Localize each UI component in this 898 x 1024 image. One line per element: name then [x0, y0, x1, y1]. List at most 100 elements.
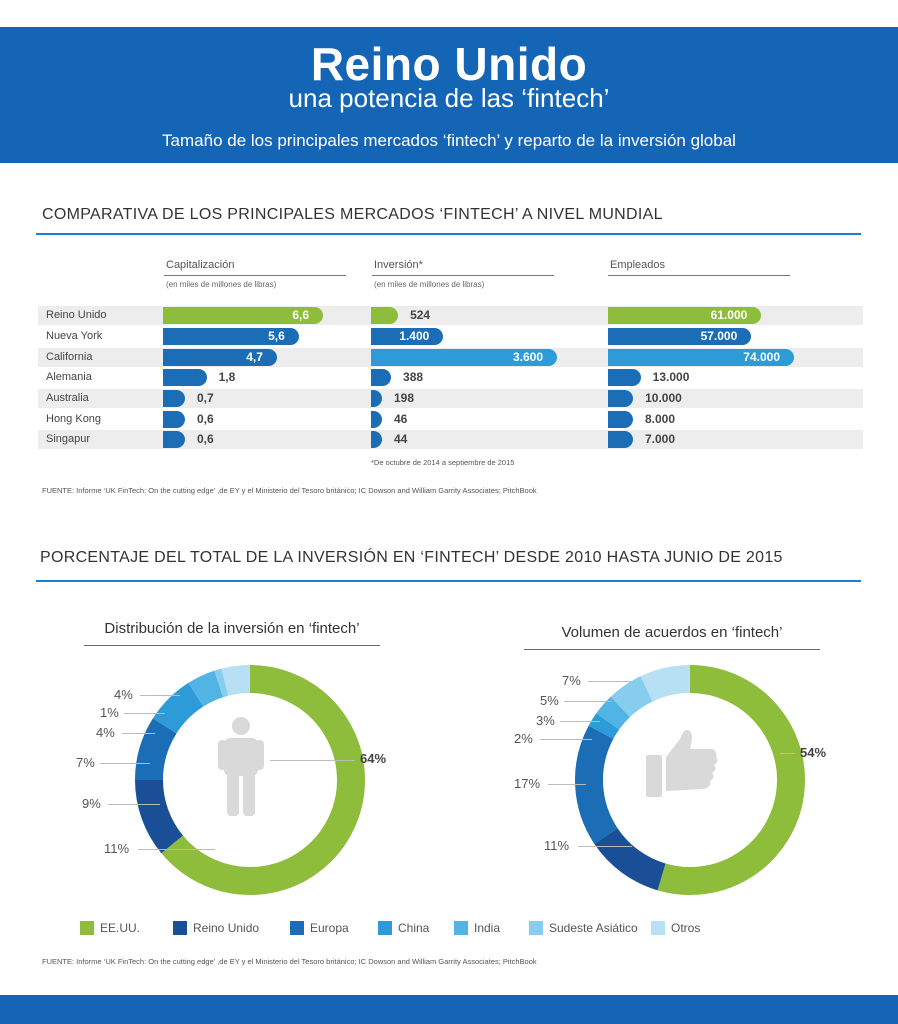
- leader-line: [122, 733, 155, 734]
- bar: [608, 369, 641, 386]
- leader-line: [780, 753, 795, 754]
- bar: [371, 349, 557, 366]
- bar: [371, 431, 382, 448]
- row-label: Australia: [46, 392, 89, 404]
- donut-percent-label: 17%: [514, 776, 541, 791]
- source-note-1: FUENTE: Informe ‘UK FinTech: On the cutt…: [42, 486, 537, 495]
- cap-note: (en miles de millones de libras): [166, 280, 277, 289]
- donut-slice-ee-uu-: [657, 665, 805, 895]
- bar: [163, 349, 277, 366]
- donut-chart-deals: [575, 665, 805, 895]
- donut-slice-europa: [135, 718, 177, 781]
- leader-line: [588, 681, 632, 682]
- donut-percent-label: 11%: [104, 841, 130, 856]
- bar: [608, 411, 633, 428]
- bar-value-label: 0,6: [197, 432, 214, 446]
- footer-banner: [0, 995, 898, 1024]
- leader-line: [138, 849, 215, 850]
- legend-label: Sudeste Asiático: [549, 921, 638, 935]
- inv-header: Inversión*: [374, 259, 423, 271]
- bar-value-label: 1,8: [218, 370, 236, 384]
- donut-percent-label: 3%: [536, 713, 555, 728]
- bar: [608, 349, 794, 366]
- donut-slice-reino-unido: [135, 779, 184, 854]
- legend-swatch: [173, 921, 187, 935]
- person-icon: [218, 717, 264, 816]
- bar-value-label: 8.000: [645, 412, 676, 426]
- bar-value-label: 10.000: [645, 391, 682, 405]
- bar: [163, 390, 185, 407]
- donut-percent-label: 54%: [800, 745, 827, 760]
- bar-value-label: 0,7: [197, 391, 214, 405]
- bar: [608, 390, 634, 407]
- bar-value-label: 6,6: [292, 308, 309, 322]
- donut2-title: Volumen de acuerdos en ‘fintech’: [561, 624, 783, 641]
- bar-value-label: 46: [394, 412, 408, 426]
- donut-slice-otros: [221, 665, 251, 696]
- legend-swatch: [454, 921, 468, 935]
- leader-line: [560, 721, 600, 722]
- bar-value-label: 13.000: [652, 370, 690, 384]
- bar-value-label: 44: [394, 432, 408, 446]
- leader-line: [540, 739, 592, 740]
- bar-value-label: 3.600: [512, 350, 543, 364]
- legend-swatch: [80, 921, 94, 935]
- donut-percent-label: 7%: [562, 673, 581, 688]
- row-label: Singapur: [46, 433, 91, 445]
- cap-header-line: [164, 275, 346, 276]
- bar: [371, 307, 399, 324]
- legend-swatch: [651, 921, 665, 935]
- bar-value-label: 0,6: [197, 412, 214, 426]
- table-row: [38, 389, 863, 408]
- bar-value-label: 7.000: [645, 432, 676, 446]
- emp-header-line: [608, 275, 790, 276]
- bar: [163, 307, 323, 324]
- row-label: Hong Kong: [46, 413, 102, 425]
- donut-slice-china: [152, 682, 204, 734]
- table-row: [38, 430, 863, 449]
- row-label: Nueva York: [46, 330, 103, 342]
- leader-line: [270, 760, 355, 761]
- leader-line: [108, 804, 160, 805]
- donut-percent-label: 2%: [514, 731, 533, 746]
- bar: [608, 307, 762, 324]
- bar-value-label: 57.000: [700, 329, 738, 343]
- table-row: [38, 368, 863, 387]
- inv-note: (en miles de millones de libras): [374, 280, 485, 289]
- row-label: California: [46, 351, 93, 363]
- donut2-title-line: [524, 649, 820, 650]
- section2-divider: [36, 580, 861, 582]
- donut1-title: Distribución de la inversión en ‘fintech…: [104, 620, 360, 637]
- inv-header-line: [372, 275, 554, 276]
- bar: [608, 431, 633, 448]
- bar-value-label: 198: [394, 391, 415, 405]
- page-title: Reino Unido: [310, 38, 588, 90]
- bar: [163, 328, 299, 345]
- donut-slice-sudeste-asi-tico: [214, 668, 229, 698]
- bar: [371, 369, 392, 386]
- bar: [163, 369, 207, 386]
- legend-label: EE.UU.: [100, 921, 141, 935]
- thumbs-up-icon: [646, 730, 718, 797]
- donut-percent-label: 1%: [100, 705, 119, 720]
- emp-header: Empleados: [610, 259, 666, 271]
- donut-slice-otros: [640, 665, 691, 702]
- donut-percent-label: 5%: [540, 693, 559, 708]
- cap-header: Capitalización: [166, 259, 235, 271]
- bar-value-label: 1.400: [399, 329, 430, 343]
- donut-slice-europa: [575, 725, 618, 844]
- donut-percent-label: 4%: [114, 687, 133, 702]
- bar-value-label: 5,6: [268, 329, 285, 343]
- legend-label: Reino Unido: [193, 921, 260, 935]
- legend-label: Europa: [310, 921, 349, 935]
- bar: [163, 431, 185, 448]
- bar-value-label: 61.000: [710, 308, 748, 322]
- donut-slice-china: [588, 713, 620, 740]
- legend-swatch: [290, 921, 304, 935]
- page-subtitle: una potencia de las ‘fintech’: [288, 83, 610, 113]
- bar: [608, 328, 752, 345]
- bar: [371, 328, 444, 345]
- source-note-2: FUENTE: Informe ‘UK FinTech: On the cutt…: [42, 957, 537, 966]
- row-label: Reino Unido: [46, 309, 107, 321]
- legend-label: China: [398, 921, 430, 935]
